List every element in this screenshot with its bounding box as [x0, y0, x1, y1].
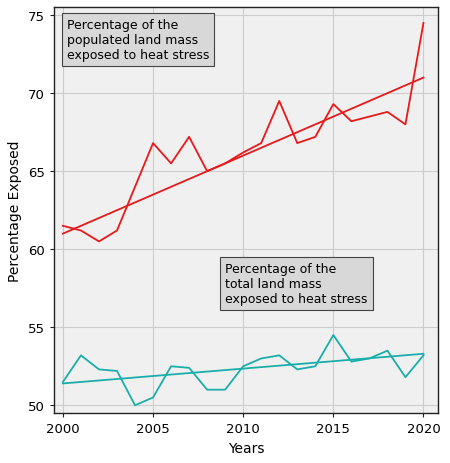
Y-axis label: Percentage Exposed: Percentage Exposed	[9, 140, 22, 282]
X-axis label: Years: Years	[228, 441, 264, 455]
Text: Percentage of the
populated land mass
exposed to heat stress: Percentage of the populated land mass ex…	[67, 19, 209, 62]
Text: Percentage of the
total land mass
exposed to heat stress: Percentage of the total land mass expose…	[225, 262, 368, 305]
